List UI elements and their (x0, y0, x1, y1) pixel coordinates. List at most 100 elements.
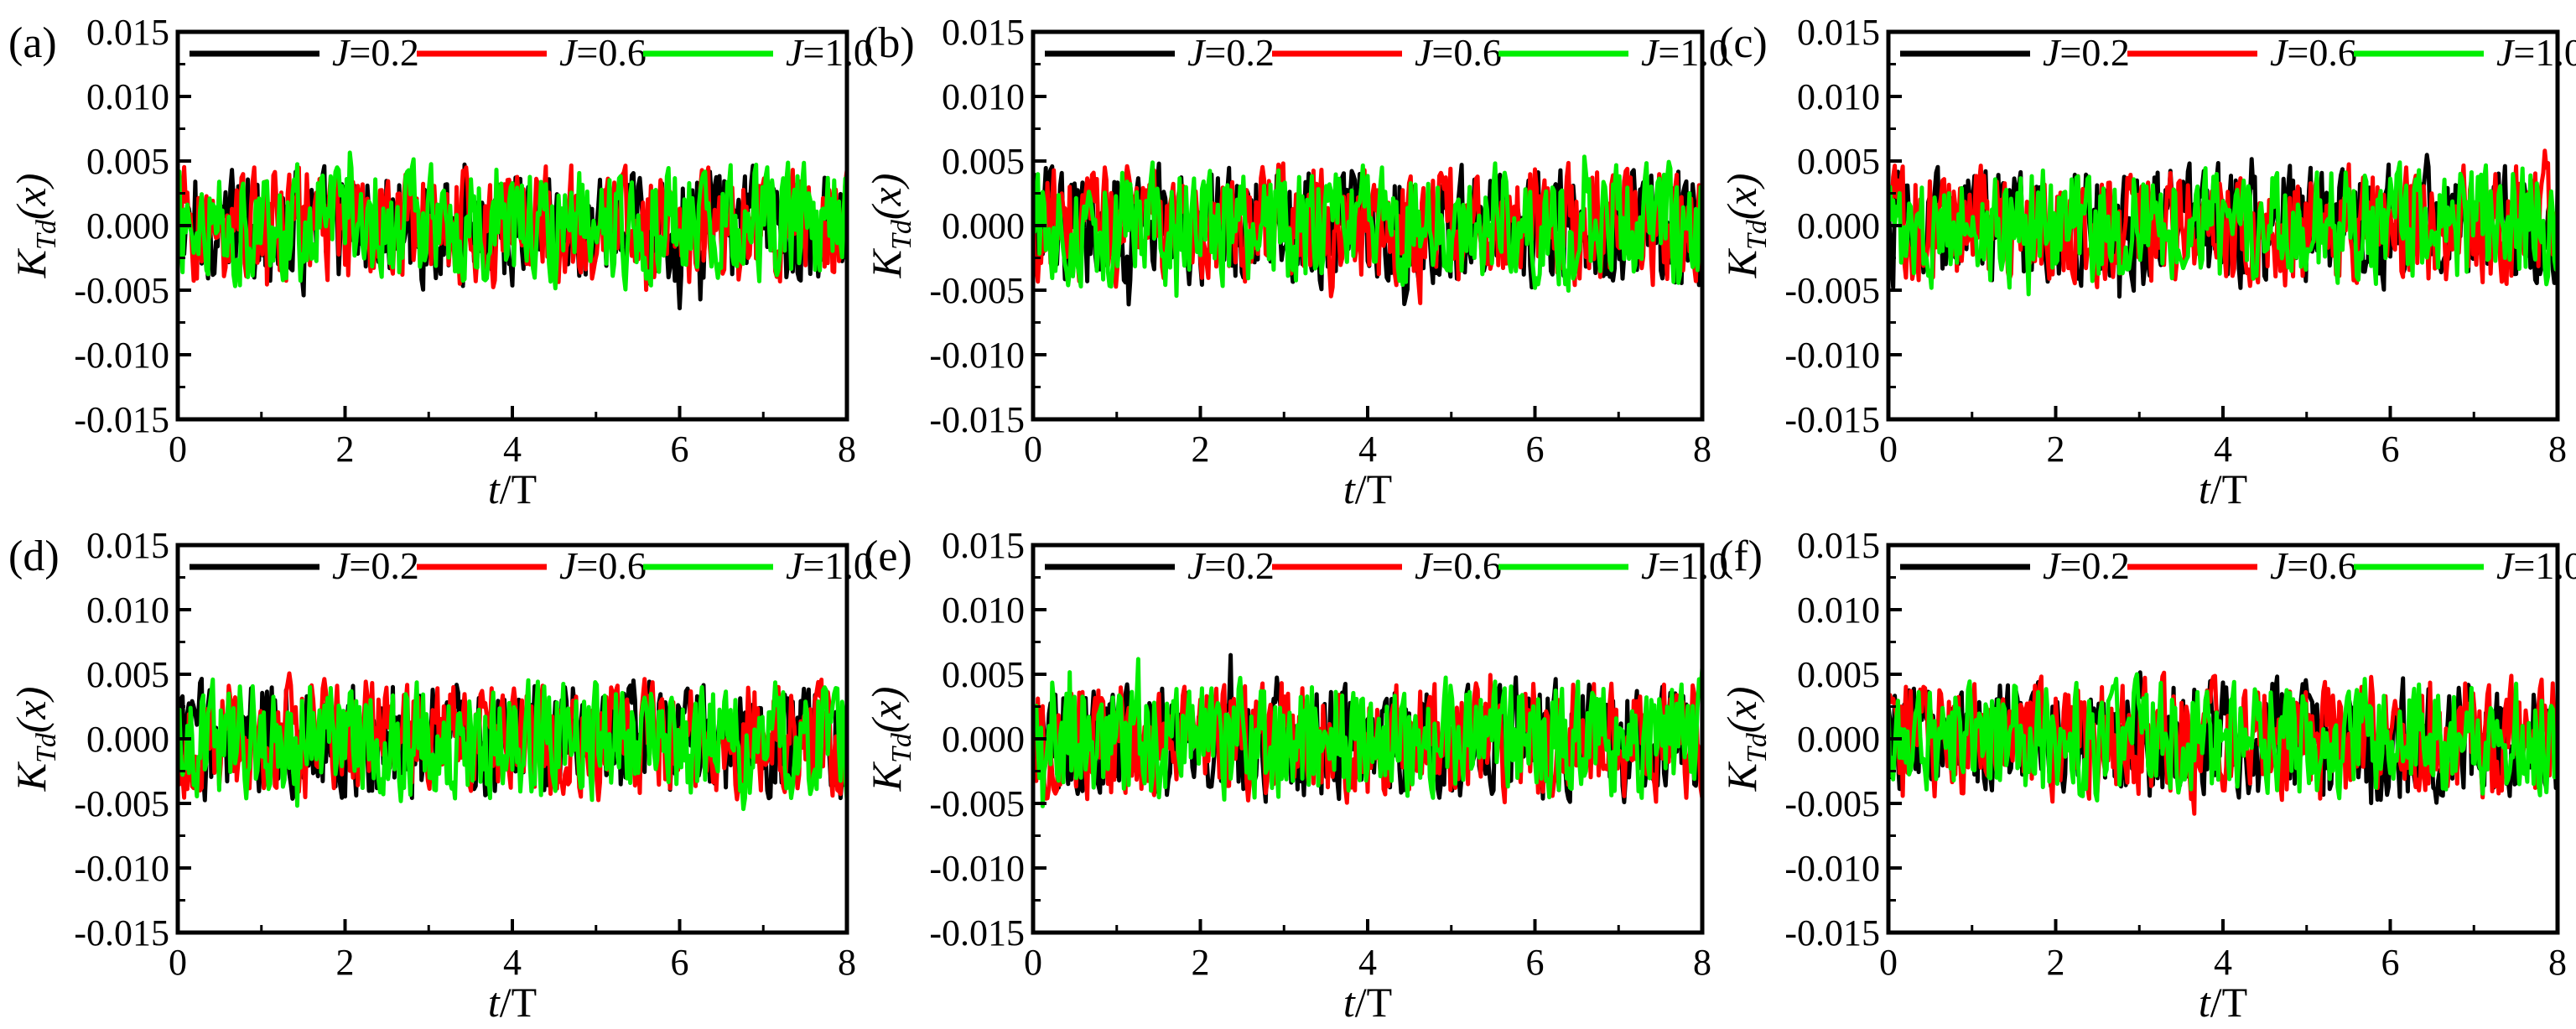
legend-label-var: J (1415, 544, 1434, 587)
x-axis-title-rest: /T (2210, 979, 2247, 1026)
y-tick-label: -0.015 (74, 912, 169, 954)
legend-label: J=0.2 (2043, 31, 2130, 74)
legend-label: J=0.6 (1415, 544, 1502, 587)
x-tick-label: 8 (838, 429, 856, 470)
legend-label-value: =0.2 (2059, 544, 2129, 587)
y-tick-label: 0.000 (86, 205, 169, 247)
legend-label-var: J (1187, 31, 1207, 74)
y-tick-label: 0.000 (1797, 719, 1880, 760)
y-axis-title: KTd(x) (863, 174, 917, 279)
legend-label-value: =1.0 (2513, 31, 2576, 74)
legend-label-value: =1.0 (1658, 544, 1727, 587)
y-axis-title-rest: (x) (863, 687, 910, 734)
series-line-J-1-0 (1033, 657, 1702, 808)
x-tick-label: 0 (1024, 942, 1042, 983)
x-tick-label: 2 (2047, 942, 2065, 983)
x-tick-label: 8 (2548, 429, 2567, 470)
y-tick-label: 0.015 (942, 12, 1025, 53)
x-axis-title-rest: /T (500, 979, 537, 1026)
x-tick-label: 6 (1526, 942, 1545, 983)
legend-label-var: J (1641, 31, 1660, 74)
x-tick-label: 4 (503, 429, 522, 470)
series-group (1888, 670, 2558, 816)
x-tick-label: 6 (671, 942, 689, 983)
x-tick-label: 0 (169, 429, 187, 470)
y-tick-label: -0.005 (74, 783, 169, 824)
legend-label: J=0.2 (1187, 544, 1275, 587)
y-axis-title-rest: (x) (1718, 687, 1765, 734)
x-tick-label: 2 (336, 942, 355, 983)
y-tick-label: 0.000 (942, 719, 1025, 760)
y-tick-label: 0.015 (1797, 12, 1880, 53)
legend-label-var: J (2270, 31, 2289, 74)
series-line-J-1-0 (1033, 154, 1702, 299)
panel-1: -0.015 -0.010 -0.005 0.000 0.005 0.010 0.015 0 2… (8, 12, 873, 512)
y-tick-label: -0.015 (929, 912, 1025, 954)
x-tick-label: 4 (2214, 429, 2232, 470)
y-tick-label: 0.015 (1797, 525, 1880, 566)
legend-label: J=0.6 (2270, 31, 2357, 74)
x-axis-title-rest: /T (1355, 465, 1392, 512)
series-group (178, 671, 847, 812)
series-group (1033, 154, 1702, 307)
y-tick-label: -0.005 (1784, 783, 1880, 824)
y-axis-title-main: K (1718, 761, 1765, 792)
panel-label: (a) (8, 19, 57, 67)
y-tick-label: 0.010 (86, 76, 169, 117)
x-tick-label: 0 (1879, 429, 1898, 470)
y-axis-title-main: K (863, 247, 910, 278)
x-tick-label: 8 (838, 942, 856, 983)
x-axis-title-rest: /T (2210, 465, 2247, 512)
legend-label: J=1.0 (1641, 544, 1728, 587)
series-line-J-1-0 (1888, 160, 2558, 297)
panel-label: (f) (1719, 533, 1763, 580)
y-tick-label: 0.000 (942, 205, 1025, 247)
panel-3: -0.015 -0.010 -0.005 0.000 0.005 0.010 0.015 0 2… (1718, 12, 2576, 512)
series-group (178, 150, 847, 310)
y-tick-label: 0.005 (1797, 141, 1880, 182)
legend-label-value: =0.6 (576, 544, 646, 587)
legend-label-var: J (2270, 544, 2289, 587)
y-tick-label: 0.005 (86, 654, 169, 695)
y-axis-title-main: K (863, 761, 910, 792)
y-axis-title-subscript: Td (31, 732, 62, 763)
x-tick-label: 2 (1192, 429, 1210, 470)
legend-label: J=0.6 (1415, 31, 1502, 74)
y-axis-title: KTd(x) (8, 687, 62, 793)
y-axis-title-subscript: Td (1742, 219, 1773, 250)
x-tick-label: 6 (671, 429, 689, 470)
legend-label-value: =0.2 (349, 544, 418, 587)
series-group (1888, 148, 2558, 299)
y-tick-label: 0.015 (86, 12, 169, 53)
x-axis-title-italic: t (2199, 465, 2211, 512)
y-tick-label: -0.015 (1784, 399, 1880, 440)
legend-label: J=1.0 (786, 544, 873, 587)
x-axis-title-italic: t (1343, 465, 1356, 512)
y-tick-label: -0.005 (929, 783, 1025, 824)
y-tick-label: -0.015 (74, 399, 169, 440)
y-axis-title-subscript: Td (886, 732, 917, 763)
x-axis-title: t/T (1343, 979, 1392, 1026)
y-axis-title-rest: (x) (863, 174, 910, 221)
y-tick-label: 0.000 (86, 719, 169, 760)
legend-label-value: =0.2 (1204, 31, 1274, 74)
y-tick-label: -0.015 (929, 399, 1025, 440)
legend-label-value: =0.6 (2287, 31, 2356, 74)
y-tick-label: 0.015 (86, 525, 169, 566)
legend-label-value: =1.0 (802, 31, 872, 74)
legend-label-value: =0.2 (349, 31, 418, 74)
y-axis-title: KTd(x) (8, 174, 62, 279)
y-tick-label: -0.005 (929, 270, 1025, 311)
legend-label: J=0.2 (1187, 31, 1275, 74)
y-tick-label: 0.005 (86, 141, 169, 182)
x-axis-title: t/T (2199, 979, 2247, 1026)
y-axis-title-subscript: Td (31, 219, 62, 250)
legend-label-var: J (559, 31, 579, 74)
x-tick-label: 0 (1879, 942, 1898, 983)
x-tick-label: 4 (1358, 942, 1377, 983)
legend-label-var: J (1187, 544, 1207, 587)
legend-label-value: =1.0 (1658, 31, 1727, 74)
y-tick-label: 0.010 (86, 590, 169, 631)
y-tick-label: -0.010 (74, 848, 169, 889)
legend-label: J=1.0 (2496, 544, 2576, 587)
